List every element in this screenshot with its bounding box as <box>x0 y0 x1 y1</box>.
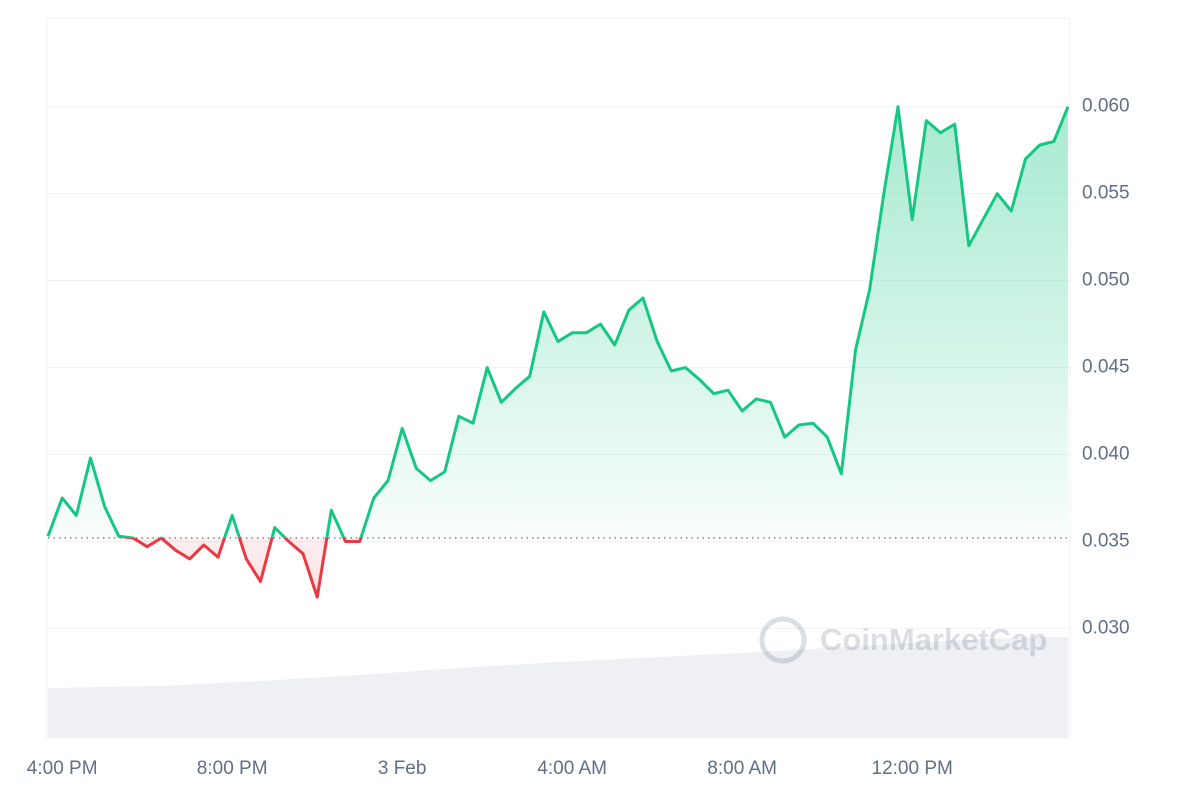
x-tick-label: 4:00 PM <box>27 758 98 779</box>
watermark-group: CoinMarketCap <box>759 616 1047 664</box>
area <box>48 106 1068 598</box>
watermark: CoinMarketCap <box>820 622 1047 657</box>
y-tick-label: 0.035 <box>1082 530 1130 551</box>
watermark-logo <box>759 616 807 664</box>
x-tick-label: 3 Feb <box>378 758 427 779</box>
volume-area <box>48 637 1068 738</box>
y-tick-label: 0.040 <box>1082 444 1130 465</box>
y-tick-label: 0.060 <box>1082 96 1130 117</box>
y-tick-label: 0.050 <box>1082 270 1130 291</box>
y-tick-label: 0.030 <box>1082 617 1130 638</box>
y-tick-label: 0.055 <box>1082 183 1130 204</box>
x-tick-label: 8:00 AM <box>707 758 777 779</box>
x-tick-label: 12:00 PM <box>872 758 953 779</box>
y-tick-label: 0.045 <box>1082 357 1130 378</box>
x-tick-label: 4:00 AM <box>537 758 607 779</box>
price-line <box>46 105 1070 599</box>
x-tick-label: 8:00 PM <box>197 758 268 779</box>
